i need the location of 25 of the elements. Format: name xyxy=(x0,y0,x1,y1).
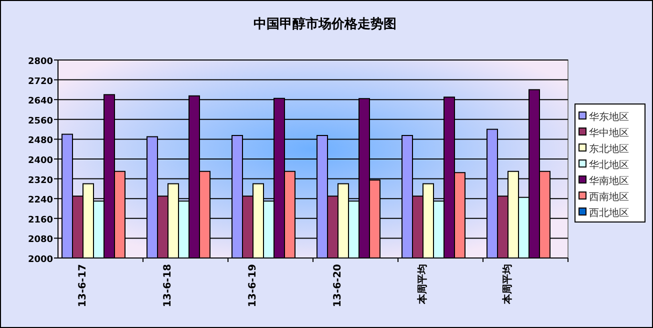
y-tick-label: 2560 xyxy=(28,116,53,126)
y-tick-label: 2800 xyxy=(28,57,53,67)
y-tick-label: 2000 xyxy=(28,255,53,265)
legend-label: 西南地区 xyxy=(589,191,629,203)
y-tick-label: 2480 xyxy=(28,136,53,146)
x-tick-label: 13-6-17 xyxy=(78,264,88,308)
legend-label: 华北地区 xyxy=(589,159,629,171)
x-tick-label: 13-6-20 xyxy=(332,264,344,308)
legend-label: 华南地区 xyxy=(589,175,629,187)
legend-label: 华东地区 xyxy=(589,111,629,123)
x-tick-label: 本周平均 xyxy=(502,264,514,305)
y-tick-label: 2240 xyxy=(28,196,53,206)
chart-title: 中国甲醇市场价格走势图 xyxy=(254,16,396,32)
y-tick-label: 2720 xyxy=(28,76,53,87)
x-tick-label: 13-6-19 xyxy=(248,264,258,308)
y-tick-label: 2320 xyxy=(28,176,53,186)
y-tick-label: 2400 xyxy=(28,156,53,166)
x-tick-label: 本周平均 xyxy=(416,264,428,305)
legend-label: 东北地区 xyxy=(589,143,629,155)
x-tick-label: 13-6-18 xyxy=(162,264,174,308)
y-tick-label: 2160 xyxy=(28,215,53,226)
legend-label: 华中地区 xyxy=(589,127,629,139)
y-tick-label: 2080 xyxy=(28,235,53,246)
y-tick-label: 2640 xyxy=(28,96,53,107)
legend-label: 西北地区 xyxy=(589,207,629,219)
